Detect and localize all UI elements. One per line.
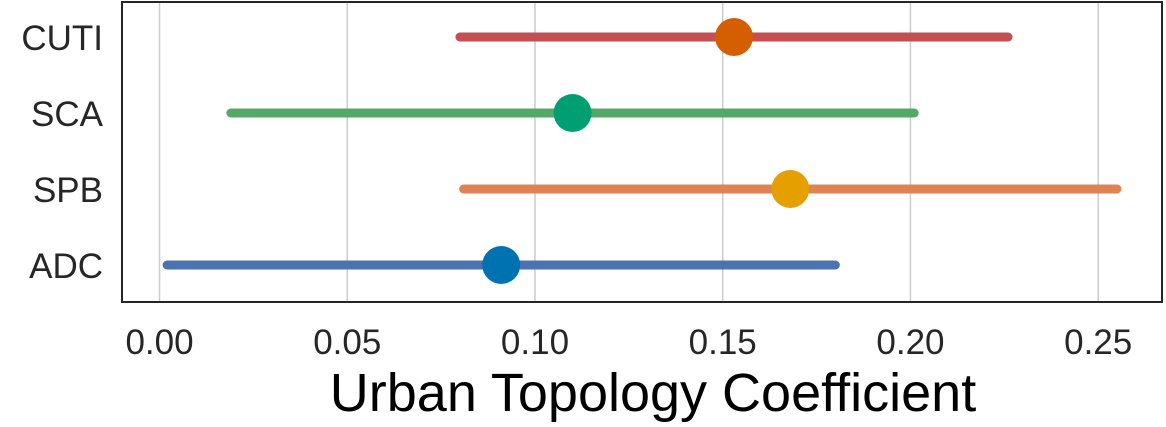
estimate-point-adc (482, 246, 521, 284)
interval-marks (162, 18, 1122, 284)
y-tick-labels: CUTI SCA SPB ADC (21, 19, 103, 286)
plot-frame (121, 1, 1163, 303)
x-tick-label: 0.10 (501, 323, 569, 362)
x-tick-label: 0.20 (876, 323, 944, 362)
estimate-point-spb (771, 170, 810, 208)
y-tick-label-sca: SCA (31, 95, 104, 134)
grid-lines (158, 2, 1099, 302)
x-tick-label: 0.00 (125, 323, 193, 362)
y-tick-label-adc: ADC (29, 247, 103, 286)
estimate-point-sca (553, 94, 592, 132)
x-tick-label: 0.05 (313, 323, 381, 362)
x-tick-label: 0.25 (1064, 323, 1132, 362)
estimate-point-cuti (714, 18, 753, 56)
x-tick-labels: 0.00 0.05 0.10 0.15 0.20 0.25 (125, 323, 1132, 362)
y-tick-label-spb: SPB (33, 171, 103, 210)
x-axis-title: Urban Topology Coefficient (330, 363, 976, 423)
y-tick-label-cuti: CUTI (21, 19, 103, 58)
x-tick-label: 0.15 (689, 323, 757, 362)
